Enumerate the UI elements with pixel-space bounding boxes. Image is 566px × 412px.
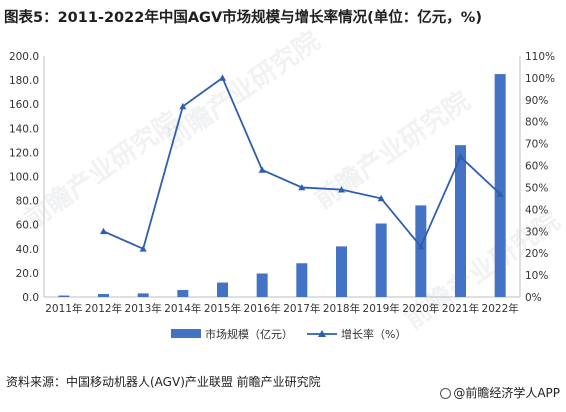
- y-left-tick-label: 200.0: [9, 51, 39, 63]
- x-tick-label: 2012年: [85, 302, 122, 315]
- growth-point: [338, 186, 345, 193]
- bar: [296, 263, 308, 297]
- y-right-tick-label: 40%: [525, 204, 548, 216]
- x-tick-label: 2014年: [164, 302, 201, 315]
- source-note: 资料来源：中国移动机器人(AGV)产业联盟 前瞻产业研究院: [6, 375, 321, 389]
- brand-label: @前瞻经济学人APP: [440, 384, 560, 401]
- bar: [217, 282, 228, 297]
- bar: [415, 205, 427, 297]
- y-right-tick-label: 10%: [525, 270, 548, 282]
- y-right-tick-label: 90%: [525, 95, 548, 107]
- growth-point: [100, 227, 107, 235]
- x-tick-label: 2016年: [244, 302, 281, 315]
- y-right-tick-label: 110%: [525, 51, 555, 63]
- growth-point: [496, 190, 504, 197]
- y-right-tick-label: 0%: [525, 292, 542, 304]
- x-tick-label: 2020年: [402, 302, 439, 315]
- bar: [256, 273, 268, 297]
- y-left-tick-label: 120.0: [9, 147, 39, 159]
- y-left-tick-label: 140.0: [9, 123, 39, 135]
- x-tick-label: 2013年: [125, 302, 162, 315]
- growth-point: [139, 245, 147, 252]
- y-right-tick-label: 30%: [525, 226, 548, 238]
- bar: [336, 246, 347, 297]
- y-right-tick-label: 80%: [525, 117, 548, 129]
- x-tick-label: 2021年: [442, 302, 479, 315]
- y-left-tick-label: 100.0: [9, 172, 39, 184]
- y-left-tick-label: 160.0: [9, 99, 39, 111]
- bar: [98, 293, 109, 297]
- growth-point: [417, 243, 425, 250]
- x-tick-label: 2011年: [45, 302, 82, 315]
- brand-icon: [440, 388, 452, 399]
- growth-point: [219, 74, 226, 81]
- x-tick-label: 2015年: [204, 302, 241, 315]
- y-right-tick-label: 60%: [525, 161, 548, 173]
- chart-title: 图表5：2011-2022年中国AGV市场规模与增长率情况(单位：亿元，%): [4, 10, 482, 26]
- growth-point: [298, 183, 306, 191]
- bar: [137, 293, 149, 297]
- x-tick-label: 2018年: [323, 302, 360, 315]
- legend-label-line: 增长率（%）: [341, 327, 406, 341]
- bar: [58, 295, 70, 297]
- bar: [177, 290, 189, 297]
- y-left-tick-label: 180.0: [9, 75, 39, 87]
- bar: [375, 223, 387, 297]
- legend-swatch-marker: [318, 330, 326, 337]
- x-tick-label: 2017年: [283, 302, 320, 315]
- y-left-tick-label: 40.0: [16, 244, 39, 256]
- y-left-tick-label: 60.0: [16, 220, 39, 232]
- x-tick-label: 2022年: [482, 302, 519, 315]
- brand-text: @前瞻经济学人APP: [453, 386, 560, 400]
- growth-point: [457, 153, 464, 160]
- x-tick-label: 2019年: [363, 302, 400, 315]
- growth-point: [179, 102, 187, 110]
- bar: [455, 145, 466, 297]
- legend-label-bar: 市场规模（亿元）: [205, 327, 293, 341]
- bar: [494, 74, 506, 297]
- growth-point: [377, 194, 385, 202]
- y-left-tick-label: 80.0: [16, 196, 39, 208]
- y-left-tick-label: 0.0: [22, 292, 39, 304]
- y-right-tick-label: 100%: [525, 73, 555, 85]
- y-right-tick-label: 70%: [525, 139, 548, 151]
- legend-swatch-bar: [171, 329, 201, 338]
- chart-area: 0.0 20.0 40.0 60.0 80.0 100.0 120.0 140.0 160.0 1…: [9, 51, 555, 341]
- y-right-tick-label: 20%: [525, 248, 548, 260]
- y-right-tick-label: 50%: [525, 182, 548, 194]
- growth-point: [258, 166, 266, 173]
- y-left-tick-label: 20.0: [16, 268, 39, 280]
- growth-line: [103, 76, 501, 251]
